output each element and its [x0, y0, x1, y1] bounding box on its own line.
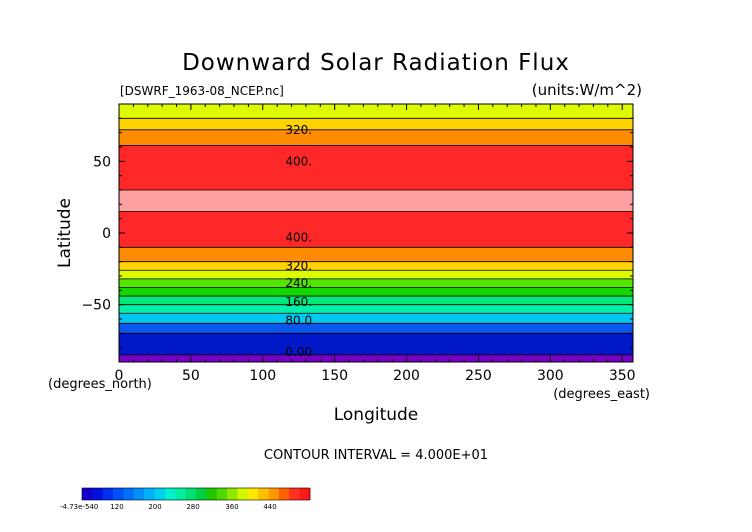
contour-label: 0.00	[285, 345, 312, 359]
colorbar-label: 280	[186, 503, 199, 511]
colorbar-cell	[144, 488, 155, 500]
x-tick-label: 300	[537, 368, 564, 384]
contour-label: 160.	[285, 295, 312, 309]
band-fill	[119, 190, 633, 212]
band-fill	[119, 118, 633, 130]
band-fill	[119, 211, 633, 248]
x-unit-label: (degrees_east)	[553, 387, 650, 402]
source-file-label: [DSWRF_1963-08_NCEP.nc]	[120, 84, 284, 98]
band-fill	[119, 354, 633, 362]
y-axis-label: Latitude	[55, 198, 75, 268]
band-fill	[119, 333, 633, 355]
band-fill	[119, 287, 633, 297]
y-unit-label: (degrees_north)	[48, 377, 152, 392]
band-fill	[119, 247, 633, 262]
x-tick-label: 150	[321, 368, 348, 384]
band-fill	[119, 104, 633, 119]
contour-label: 240.	[285, 276, 312, 290]
units-label: (units:W/m^2)	[532, 81, 642, 99]
colorbar-cell	[247, 488, 259, 500]
band-fill	[119, 296, 633, 305]
colorbar-cell	[164, 488, 176, 500]
colorbar-cell	[216, 488, 228, 500]
x-tick-label: 250	[465, 368, 492, 384]
colorbar-cell	[258, 488, 269, 500]
contour-lines	[119, 117, 633, 356]
colorbar-label: 360	[225, 503, 238, 511]
colorbar-cell	[289, 488, 300, 500]
contour-labels: 320. 400. 400. 320. 240. 160. 80.0 0.00	[285, 123, 312, 359]
x-tick-label: 50	[182, 368, 200, 384]
x-tick-label: 200	[393, 368, 420, 384]
colorbar-labels: -4.73e-540 120 200 280 360 440	[60, 503, 277, 511]
x-tick-label: 100	[249, 368, 276, 384]
x-tick-label: 0	[115, 368, 124, 384]
colorbar-cell	[237, 488, 249, 500]
x-axis: 0 50 100 150 200 250 300 350	[115, 104, 636, 384]
colorbar-cell	[82, 488, 93, 500]
y-tick-label: 0	[102, 226, 111, 242]
colorbar-label: -4.73e-540	[60, 503, 98, 511]
colorbar-cell	[92, 488, 104, 500]
colorbar-cell	[206, 488, 218, 500]
band-fill	[119, 145, 633, 190]
x-tick-label: 350	[609, 368, 636, 384]
colorbar-label: 120	[110, 503, 123, 511]
colorbar-label: 440	[263, 503, 276, 511]
colorbar-cell	[227, 488, 238, 500]
band-fill	[119, 278, 633, 288]
contour-interval-text: CONTOUR INTERVAL = 4.000E+01	[264, 448, 488, 463]
colorbar-cell	[154, 488, 166, 500]
band-fill	[119, 304, 633, 314]
contour-label: 320.	[285, 123, 312, 137]
colorbar-cell	[268, 488, 280, 500]
y-axis: −50 0 50	[81, 117, 633, 349]
colorbar-label: 200	[148, 503, 161, 511]
colorbar-cell	[102, 488, 114, 500]
colorbar-cell	[185, 488, 197, 500]
colorbar-cell	[175, 488, 186, 500]
colorbar	[81, 487, 311, 501]
colorbar-cell	[278, 488, 290, 500]
contour-label: 400.	[285, 230, 312, 244]
contour-label: 320.	[285, 259, 312, 273]
colorbar-cell	[133, 488, 145, 500]
y-tick-label: 50	[93, 154, 111, 170]
contour-label: 400.	[285, 154, 312, 168]
band-fill	[119, 129, 633, 146]
colorbar-cell	[196, 488, 207, 500]
y-tick-label: −50	[81, 298, 111, 314]
plot-area	[119, 104, 633, 362]
contour-label: 80.0	[285, 313, 312, 327]
colorbar-cell	[123, 488, 135, 500]
colorbar-frame	[81, 487, 311, 501]
band-fill	[119, 270, 633, 279]
chart-title: Downward Solar Radiation Flux	[182, 50, 570, 76]
x-axis-label: Longitude	[334, 405, 419, 425]
band-fill	[119, 323, 633, 334]
band-fill	[119, 313, 633, 324]
colorbar-cell	[299, 488, 311, 500]
colorbar-cell	[113, 488, 124, 500]
band-fill	[119, 261, 633, 271]
